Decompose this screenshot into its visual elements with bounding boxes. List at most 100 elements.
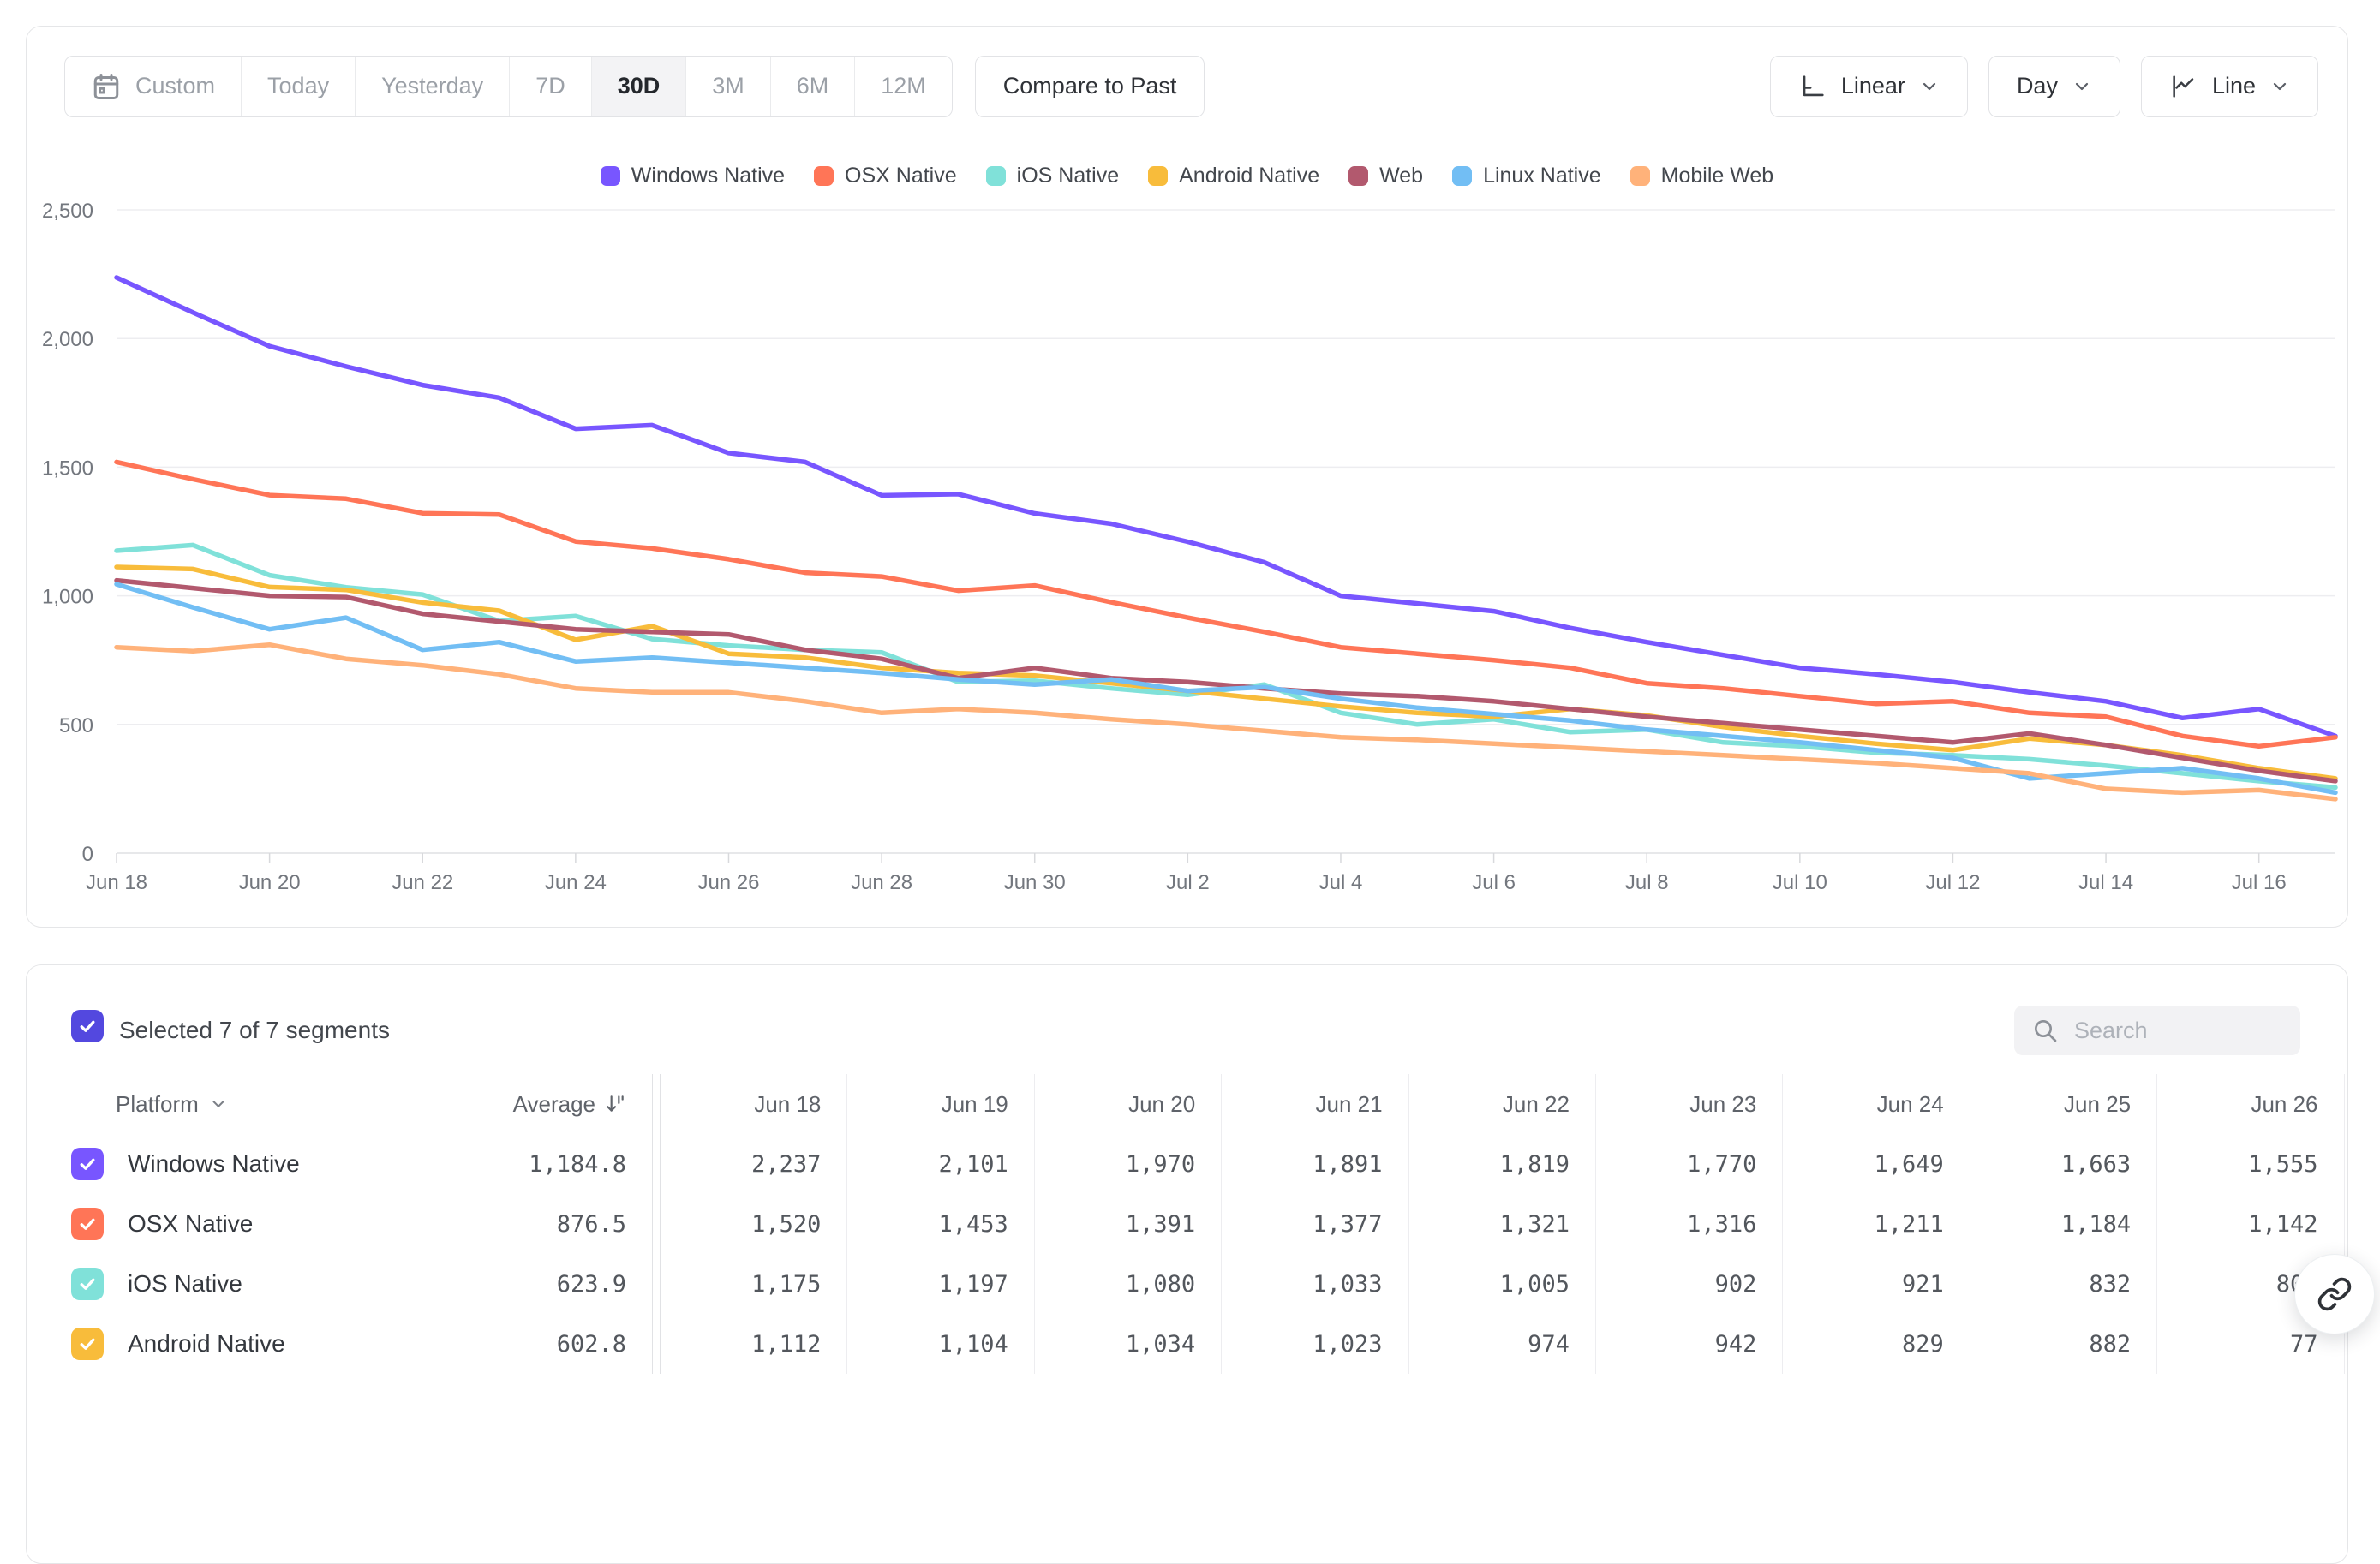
compare-to-past-button[interactable]: Compare to Past: [974, 55, 1205, 117]
range-today[interactable]: Today: [242, 56, 356, 116]
search-input[interactable]: [2072, 1016, 2273, 1045]
date-value: 829: [1783, 1314, 1970, 1374]
column-header-label: Jun 25: [2064, 1090, 2132, 1117]
legend-swatch: [814, 166, 834, 186]
segment-checkbox-osx-native[interactable]: [71, 1208, 104, 1240]
segment-checkbox-windows-native[interactable]: [71, 1148, 104, 1180]
x-axis-tick-label: Jul 6: [1472, 871, 1516, 894]
chevron-down-icon: [209, 1095, 228, 1113]
x-axis-tick-label: Jul 10: [1773, 871, 1827, 894]
segment-checkbox-android-native[interactable]: [71, 1328, 104, 1360]
average-value: 623.9: [556, 1270, 626, 1298]
date-value: 1,453: [847, 1194, 1035, 1254]
date-value: 902: [1596, 1254, 1784, 1314]
legend-item-linux-native[interactable]: Linux Native: [1452, 164, 1601, 188]
series-line-osx-native: [114, 459, 2338, 749]
average-header[interactable]: Average: [457, 1074, 652, 1134]
date-value: 1,104: [847, 1314, 1035, 1374]
legend-item-android-native[interactable]: Android Native: [1148, 164, 1319, 188]
legend-item-ios-native[interactable]: iOS Native: [985, 164, 1119, 188]
legend-item-web[interactable]: Web: [1348, 164, 1423, 188]
legend-item-windows-native[interactable]: Windows Native: [600, 164, 785, 188]
scale-dropdown[interactable]: Linear: [1769, 55, 1968, 117]
platform-header[interactable]: Platform: [27, 1074, 457, 1134]
chevron-down-icon: [2269, 76, 2290, 97]
platform-cell: Windows Native: [27, 1134, 457, 1194]
platform-header-label: Platform: [116, 1090, 199, 1117]
y-axis-tick-label: 1,500: [42, 457, 93, 480]
date-value: 1,770: [1596, 1134, 1784, 1194]
platform-name: Windows Native: [128, 1150, 300, 1177]
calendar-icon: [91, 71, 122, 102]
range-custom[interactable]: Custom: [65, 56, 242, 116]
range-12m[interactable]: 12M: [855, 57, 952, 116]
x-axis-tick-label: Jun 22: [392, 871, 453, 894]
x-axis-tick-label: Jun 18: [86, 871, 147, 894]
legend-swatch: [1348, 166, 1369, 186]
date-value: 1,175: [661, 1254, 848, 1314]
segment-checkbox-ios-native[interactable]: [71, 1268, 104, 1300]
platform-cell: iOS Native: [27, 1254, 457, 1314]
date-value: 2,237: [661, 1134, 848, 1194]
selected-segments-label: Selected 7 of 7 segments: [119, 1017, 390, 1043]
x-axis-tick-label: Jul 14: [2078, 871, 2133, 894]
interval-label: Day: [2016, 73, 2058, 98]
select-all-checkbox[interactable]: [71, 1010, 104, 1042]
date-value: 1,112: [661, 1314, 848, 1374]
column-header-label: Jun 20: [1128, 1090, 1196, 1117]
date-value: 1,316: [1596, 1194, 1784, 1254]
link-icon: [2317, 1276, 2353, 1312]
range-label: Yesterday: [381, 73, 484, 98]
range-yesterday[interactable]: Yesterday: [356, 56, 511, 116]
date-value: 1,663: [1970, 1134, 2158, 1194]
date-value: 832: [1970, 1254, 2158, 1314]
x-axis-tick-label: Jun 30: [1004, 871, 1066, 894]
table-row-android-native: Android Native 602.8 1,112 1,104 1,034 1,023 9…: [27, 1314, 2347, 1374]
date-value: 2,101: [847, 1134, 1035, 1194]
legend-label: OSX Native: [845, 164, 957, 188]
average-value: 876.5: [556, 1210, 626, 1238]
scale-label: Linear: [1840, 73, 1905, 98]
legend-swatch: [1630, 166, 1650, 186]
average-value: 602.8: [556, 1330, 626, 1358]
date-value: 1,142: [2157, 1194, 2345, 1254]
range-3m[interactable]: 3M: [686, 56, 771, 116]
toolbar-left: Custom Today Yesterday 7D 30D 3M 6M 12M Compare…: [64, 55, 1205, 117]
column-header-label: Jun 23: [1689, 1090, 1757, 1117]
table-header-row: Platform Average Jun 18 Jun 19 Jun 20 Jun 21 J…: [27, 1074, 2347, 1134]
chart-type-dropdown[interactable]: Line: [2140, 55, 2318, 117]
legend-item-mobile-web[interactable]: Mobile Web: [1630, 164, 1773, 188]
x-axis-tick-label: Jul 4: [1319, 871, 1363, 894]
platform-cell: Android Native: [27, 1314, 457, 1374]
range-label: 6M: [796, 73, 829, 98]
interval-dropdown[interactable]: Day: [1988, 55, 2120, 117]
date-header: Jun 21: [1222, 1074, 1409, 1134]
legend-swatch: [1452, 166, 1473, 186]
x-axis-tick-label: Jun 20: [239, 871, 301, 894]
legend-item-osx-native[interactable]: OSX Native: [814, 164, 957, 188]
x-axis-tick-label: Jun 28: [851, 871, 912, 894]
line-chart-icon: [2169, 72, 2198, 101]
chart-type-label: Line: [2211, 73, 2256, 98]
range-6m[interactable]: 6M: [771, 56, 856, 116]
range-30d[interactable]: 30D: [591, 56, 687, 116]
column-header-label: Jun 19: [941, 1090, 1008, 1117]
share-link-button[interactable]: [2294, 1254, 2375, 1334]
x-axis-tick-label: Jul 12: [1925, 871, 1980, 894]
segments-table-card: Selected 7 of 7 segments Platform Average…: [26, 964, 2348, 1564]
column-header-label: Jun 18: [754, 1090, 822, 1117]
platform-name: iOS Native: [128, 1270, 242, 1297]
series-line-android-native: [114, 564, 2338, 781]
date-header: Jun 22: [1409, 1074, 1596, 1134]
date-value: 1,197: [847, 1254, 1035, 1314]
range-label: Custom: [135, 73, 216, 98]
y-axis-tick-label: 1,000: [42, 586, 93, 609]
sort-descending-icon: [604, 1093, 626, 1115]
frozen-divider: [652, 1134, 661, 1194]
line-chart[interactable]: 0 500 1,000 1,500 2,000 2,500 Jun 18 Jun 20 Jun …: [27, 27, 2349, 928]
date-value: 882: [1970, 1314, 2158, 1374]
y-axis-tick-label: 2,500: [42, 200, 93, 223]
column-header-label: Jun 21: [1315, 1090, 1383, 1117]
range-7d[interactable]: 7D: [510, 56, 592, 116]
chart-card: 0 500 1,000 1,500 2,000 2,500 Jun 18 Jun 20 Jun …: [26, 26, 2348, 928]
